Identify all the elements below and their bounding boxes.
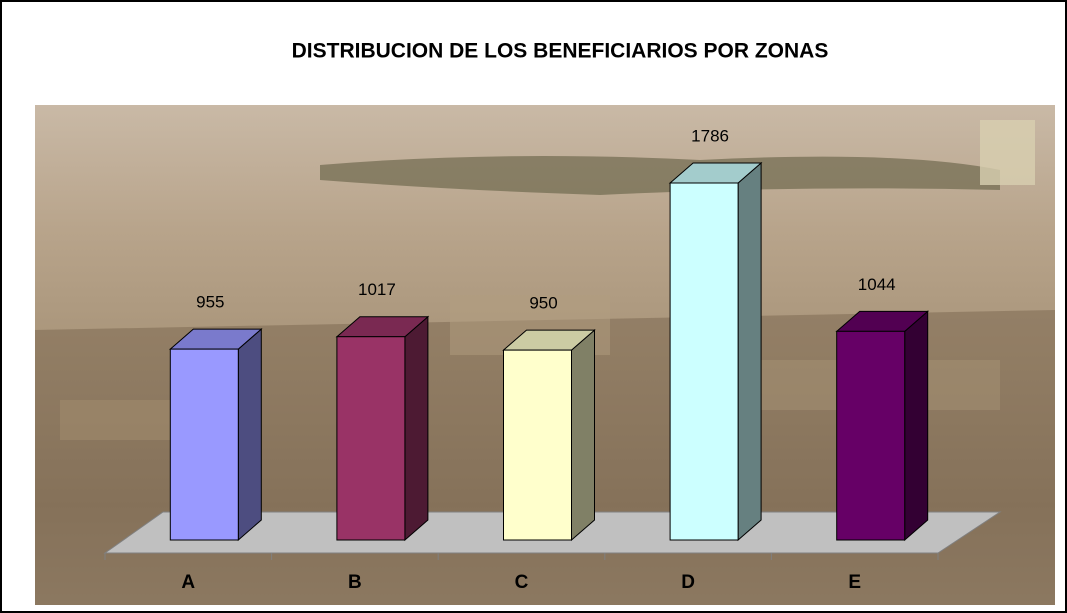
x-tick-label: A	[181, 572, 195, 593]
bar-side	[238, 329, 261, 540]
value-label: 1044	[858, 275, 896, 294]
bar-side	[738, 163, 761, 540]
bar	[837, 331, 905, 540]
bar-side	[572, 330, 595, 540]
chart-title: DISTRIBUCION DE LOS BENEFICIARIOS POR ZO…	[292, 40, 829, 63]
x-tick-label: E	[848, 572, 861, 593]
bar	[170, 349, 238, 540]
value-label: 1017	[358, 280, 396, 299]
bar	[337, 337, 405, 540]
bar	[504, 350, 572, 540]
page: DISTRIBUCION DE LOS BENEFICIARIOS POR ZO…	[0, 0, 1067, 613]
x-tick-label: C	[515, 572, 529, 593]
chart: DISTRIBUCION DE LOS BENEFICIARIOS POR ZO…	[0, 0, 1067, 613]
x-tick-label: B	[348, 572, 362, 593]
x-tick-label: D	[681, 572, 695, 593]
bar	[670, 183, 738, 540]
value-label: 950	[529, 294, 557, 313]
value-label: 955	[196, 293, 224, 312]
bar-side	[405, 317, 428, 540]
bar-side	[905, 311, 928, 540]
value-label: 1786	[691, 126, 729, 145]
